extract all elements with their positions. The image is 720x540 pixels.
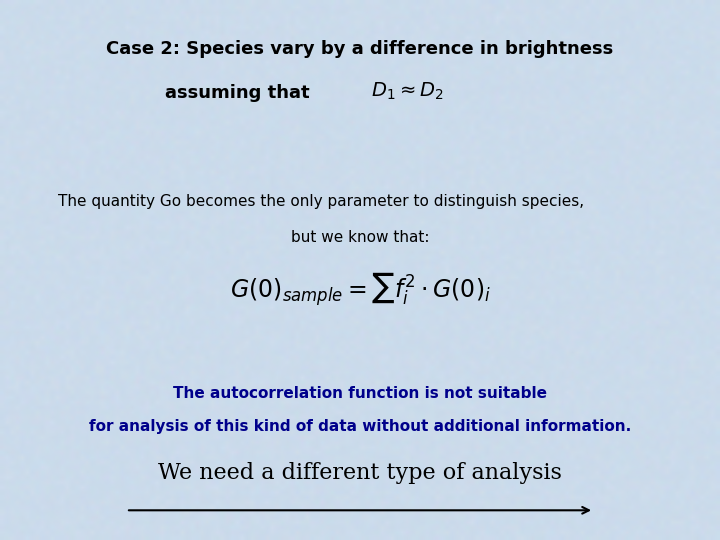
Text: but we know that:: but we know that: — [291, 230, 429, 245]
Text: assuming that: assuming that — [166, 84, 310, 102]
Text: $G(0)_{sample} = \sum f_i^2 \cdot G(0)_i$: $G(0)_{sample} = \sum f_i^2 \cdot G(0)_i… — [230, 270, 490, 308]
Text: The autocorrelation function is not suitable: The autocorrelation function is not suit… — [173, 386, 547, 401]
Text: for analysis of this kind of data without additional information.: for analysis of this kind of data withou… — [89, 418, 631, 434]
Text: We need a different type of analysis: We need a different type of analysis — [158, 462, 562, 484]
Text: $D_1 \approx D_2$: $D_1 \approx D_2$ — [371, 81, 444, 102]
FancyArrowPatch shape — [129, 507, 589, 514]
Text: Case 2: Species vary by a difference in brightness: Case 2: Species vary by a difference in … — [107, 40, 613, 58]
Text: The quantity Go becomes the only parameter to distinguish species,: The quantity Go becomes the only paramet… — [58, 194, 584, 210]
